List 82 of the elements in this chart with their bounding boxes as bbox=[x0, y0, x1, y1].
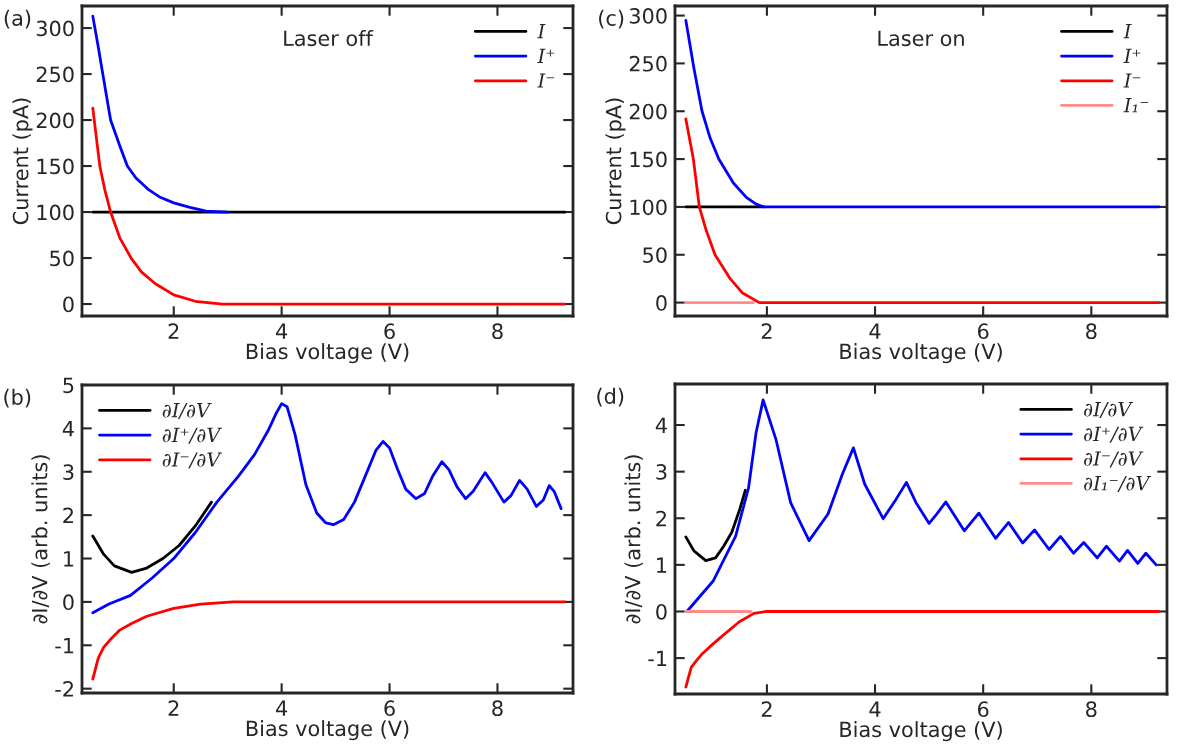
y-tick-label: 0 bbox=[656, 295, 667, 311]
legend-label: ∂I⁺/∂V bbox=[1084, 426, 1144, 443]
legend-label: I⁺ bbox=[537, 48, 555, 63]
y-tick-label: 2 bbox=[63, 507, 73, 524]
y-tick-label: 0 bbox=[63, 296, 74, 313]
x-tick-label: 4 bbox=[869, 323, 881, 339]
y-tick-label: 300 bbox=[36, 20, 74, 37]
x-tick-label: 2 bbox=[761, 701, 772, 717]
x-axis-title: Bias voltage (V) bbox=[246, 343, 409, 364]
y-tick-label: 2 bbox=[656, 510, 666, 527]
x-tick-label: 8 bbox=[1086, 701, 1097, 718]
line-series bbox=[91, 500, 213, 574]
y-tick-label: 4 bbox=[62, 421, 74, 437]
legend-label: I⁻ bbox=[537, 73, 555, 88]
x-tick-label: 8 bbox=[492, 323, 503, 340]
x-axis-title: Bias voltage (V) bbox=[840, 343, 1002, 364]
x-axis-title: Bias voltage (V) bbox=[840, 721, 1002, 742]
y-tick-label: -1 bbox=[648, 650, 667, 667]
x-tick-label: 6 bbox=[978, 323, 989, 340]
legend-label: ∂I⁻/∂V bbox=[1084, 451, 1144, 468]
legend-label: I⁺ bbox=[1123, 48, 1141, 63]
x-axis-title: Bias voltage (V) bbox=[246, 720, 409, 741]
x-tick-label: 6 bbox=[384, 700, 395, 717]
y-axis-title: ∂I/∂V (arb. units) bbox=[31, 455, 50, 624]
legend-label: ∂I₁⁻/∂V bbox=[1084, 476, 1152, 493]
text: (b) bbox=[4, 388, 31, 408]
y-tick-label: -2 bbox=[55, 681, 73, 697]
legend-label: ∂I/∂V bbox=[1084, 402, 1134, 419]
y-tick-label: 3 bbox=[656, 464, 667, 480]
y-tick-label: -1 bbox=[55, 638, 74, 654]
line-series bbox=[91, 600, 567, 681]
y-tick-label: 50 bbox=[643, 247, 667, 263]
legend-label: I bbox=[537, 24, 546, 39]
line-series bbox=[685, 398, 1158, 613]
y-axis-title: ∂I/∂V (arb. units) bbox=[624, 455, 643, 624]
legend-label: ∂I/∂V bbox=[162, 403, 212, 420]
x-tick-label: 4 bbox=[276, 700, 288, 716]
y-tick-label: 100 bbox=[630, 199, 667, 216]
legend-label: I⁻ bbox=[1123, 73, 1141, 88]
line-series bbox=[91, 106, 567, 306]
x-tick-label: 2 bbox=[761, 323, 772, 339]
y-axis-title: Current (pA) bbox=[12, 98, 33, 225]
line-series bbox=[684, 117, 1161, 304]
annotation: Laser on bbox=[878, 30, 964, 47]
text: (c) bbox=[599, 9, 624, 29]
line-series bbox=[91, 14, 230, 214]
x-tick-label: 8 bbox=[1086, 323, 1097, 340]
legend-label: I bbox=[1123, 24, 1132, 39]
y-tick-label: 250 bbox=[629, 55, 667, 72]
y-tick-label: 1 bbox=[657, 557, 667, 573]
y-tick-label: 50 bbox=[50, 250, 74, 267]
annotation: Laser off bbox=[284, 30, 374, 47]
legend-label: ∂I⁻/∂V bbox=[162, 452, 223, 469]
line-series bbox=[684, 488, 747, 563]
text: (a) bbox=[4, 9, 31, 29]
y-tick-label: 200 bbox=[36, 112, 74, 129]
y-tick-label: 1 bbox=[64, 551, 74, 567]
y-axis-title: Current (pA) bbox=[605, 98, 626, 225]
y-tick-label: 4 bbox=[655, 417, 667, 433]
x-tick-label: 8 bbox=[492, 700, 503, 717]
y-tick-label: 200 bbox=[629, 103, 667, 120]
y-tick-label: 5 bbox=[63, 377, 74, 394]
x-tick-label: 2 bbox=[168, 323, 179, 339]
y-tick-label: 300 bbox=[629, 8, 667, 24]
y-tick-label: 150 bbox=[630, 151, 667, 168]
y-tick-label: 100 bbox=[37, 204, 74, 221]
x-tick-label: 4 bbox=[276, 323, 288, 339]
y-tick-label: 0 bbox=[656, 603, 667, 620]
y-tick-label: 0 bbox=[63, 594, 74, 611]
x-tick-label: 2 bbox=[168, 700, 179, 716]
line-series bbox=[684, 18, 1161, 209]
legend-label: ∂I⁺/∂V bbox=[162, 427, 223, 444]
y-tick-label: 150 bbox=[37, 158, 74, 175]
legend-label: I₁⁻ bbox=[1123, 98, 1149, 113]
text: (d) bbox=[597, 387, 624, 407]
line-series bbox=[684, 610, 1161, 689]
x-tick-label: 6 bbox=[978, 701, 989, 718]
y-tick-label: 3 bbox=[63, 464, 74, 480]
y-tick-label: 250 bbox=[36, 66, 74, 83]
line-series bbox=[91, 402, 563, 615]
x-tick-label: 4 bbox=[869, 701, 881, 717]
x-tick-label: 6 bbox=[384, 323, 395, 340]
